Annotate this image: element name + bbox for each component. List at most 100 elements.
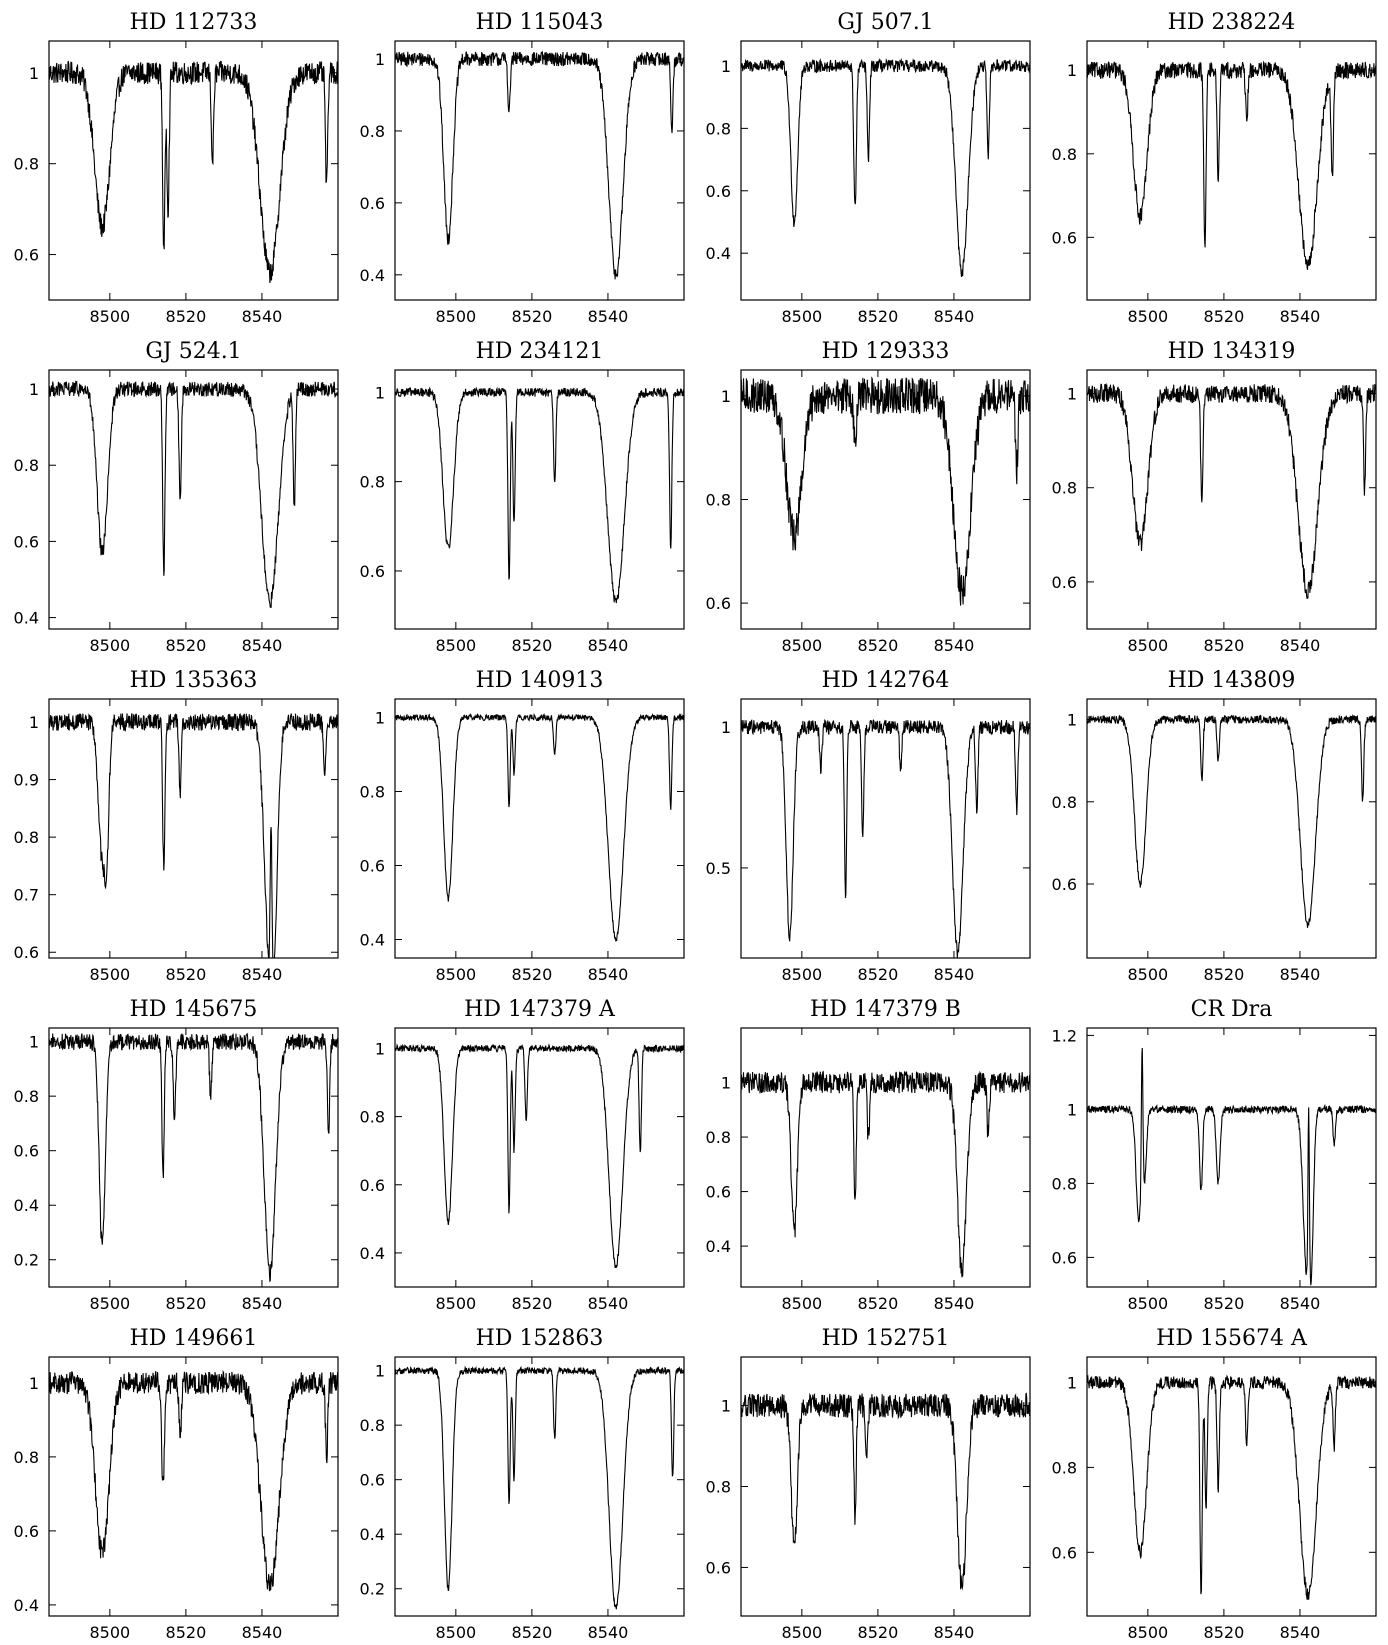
y-tick-label: 0.6 [360,562,385,581]
x-tick-label: 8540 [1280,1623,1321,1642]
spectrum-line [740,718,1031,958]
y-tick-label: 0.8 [14,155,39,174]
x-tick-label: 8500 [781,307,822,326]
x-tick-label: 8540 [588,1623,629,1642]
x-tick-label: 8540 [588,965,629,984]
y-tick-label: 0.6 [14,943,39,962]
plot-frame [1086,369,1377,630]
x-tick-label: 8520 [166,1294,207,1313]
x-tick-label: 8520 [166,636,207,655]
y-tick-label: 0.8 [706,1478,731,1497]
panel-title: HD 155674 A [1156,1326,1308,1351]
y-tick-label: 0.4 [14,1196,39,1215]
x-tick-label: 8520 [1204,965,1245,984]
plot-frame [48,40,339,301]
y-tick-label: 0.6 [14,1522,39,1541]
panel-title: HD 152751 [822,1326,950,1351]
x-tick-label: 8500 [435,1623,476,1642]
y-tick-label: 0.4 [14,1596,39,1615]
x-tick-label: 8540 [588,636,629,655]
y-tick-label: 0.2 [14,1251,39,1270]
spectrum-line [394,50,685,280]
x-tick-label: 8500 [435,965,476,984]
spectrum-line [48,60,339,284]
spectrum-panel: HD 135363 8500 8520 8540 0.6 0.7 0.8 0.9 1 [14,668,339,984]
x-tick-label: 8500 [1127,1623,1168,1642]
plot-frame [48,698,339,959]
x-tick-label: 8540 [242,307,283,326]
y-tick-label: 0.4 [360,1525,385,1544]
y-tick-label: 1 [1067,1100,1077,1119]
x-tick-label: 8540 [242,636,283,655]
plot-frame [394,698,685,959]
y-tick-label: 0.6 [360,194,385,213]
y-tick-label: 0.6 [706,1183,731,1202]
y-tick-label: 1 [29,1374,39,1393]
y-tick-label: 1 [375,50,385,69]
y-tick-label: 0.8 [706,1128,731,1147]
spectrum-panel: GJ 507.1 8500 8520 8540 0.4 0.6 0.8 1 [706,10,1031,326]
y-tick-label: 0.6 [1052,875,1077,894]
panel-title: GJ 524.1 [145,339,241,364]
spectrum-panel: HD 143809 8500 8520 8540 0.6 0.8 1 [1052,668,1377,984]
x-tick-label: 8500 [781,1294,822,1313]
y-tick-label: 0.4 [360,931,385,950]
y-tick-label: 0.4 [360,266,385,285]
y-tick-label: 0.6 [1052,1248,1077,1267]
spectrum-line [394,1043,685,1268]
y-tick-label: 0.6 [706,1558,731,1577]
panel-title: HD 140913 [476,668,604,693]
x-tick-label: 8540 [934,1294,975,1313]
y-tick-label: 0.6 [706,594,731,613]
y-tick-label: 0.8 [1052,1458,1077,1477]
x-tick-label: 8500 [89,636,130,655]
x-tick-label: 8540 [242,1623,283,1642]
plot-frame [740,1027,1031,1288]
y-tick-label: 0.6 [14,1142,39,1161]
x-tick-label: 8540 [934,636,975,655]
spectrum-line [740,1392,1031,1591]
y-tick-label: 0.6 [706,182,731,201]
plot-frame [394,369,685,630]
y-tick-label: 0.8 [360,1108,385,1127]
plot-frame [48,1027,339,1288]
spectrum-line [1086,383,1377,599]
x-tick-label: 8520 [858,965,899,984]
x-tick-label: 8520 [512,965,553,984]
x-tick-label: 8540 [588,1294,629,1313]
x-tick-label: 8520 [512,307,553,326]
x-tick-label: 8540 [1280,307,1321,326]
x-tick-label: 8540 [242,1294,283,1313]
y-tick-label: 0.4 [706,244,731,263]
panel-title: GJ 507.1 [837,10,933,35]
y-tick-label: 0.6 [1052,573,1077,592]
y-tick-label: 0.8 [1052,1174,1077,1193]
y-tick-label: 0.8 [360,783,385,802]
y-tick-label: 0.4 [14,609,39,628]
x-tick-label: 8500 [781,965,822,984]
panel-title: HD 149661 [130,1326,258,1351]
spectrum-panel: HD 112733 8500 8520 8540 0.6 0.8 1 [14,10,339,326]
y-tick-label: 1 [1067,1373,1077,1392]
panel-title: HD 145675 [130,997,258,1022]
y-tick-label: 1 [375,709,385,728]
spectrum-line [48,380,339,608]
x-tick-label: 8520 [1204,1294,1245,1313]
x-tick-label: 8520 [1204,636,1245,655]
y-tick-label: 0.6 [1052,228,1077,247]
plot-frame [48,369,339,630]
x-tick-label: 8540 [242,965,283,984]
spectrum-panel: HD 155674 A 8500 8520 8540 0.6 0.8 1 [1052,1326,1377,1642]
x-tick-label: 8500 [1127,307,1168,326]
x-tick-label: 8500 [89,307,130,326]
spectrum-line [740,57,1031,277]
y-tick-label: 1 [721,1397,731,1416]
y-tick-label: 0.2 [360,1580,385,1599]
y-tick-label: 0.8 [14,828,39,847]
plot-frame [394,40,685,301]
panel-title: HD 147379 B [810,997,961,1022]
x-tick-label: 8540 [1280,636,1321,655]
spectrum-panel: GJ 524.1 8500 8520 8540 0.4 0.6 0.8 1 [14,339,339,655]
x-tick-label: 8540 [588,307,629,326]
x-tick-label: 8500 [89,965,130,984]
